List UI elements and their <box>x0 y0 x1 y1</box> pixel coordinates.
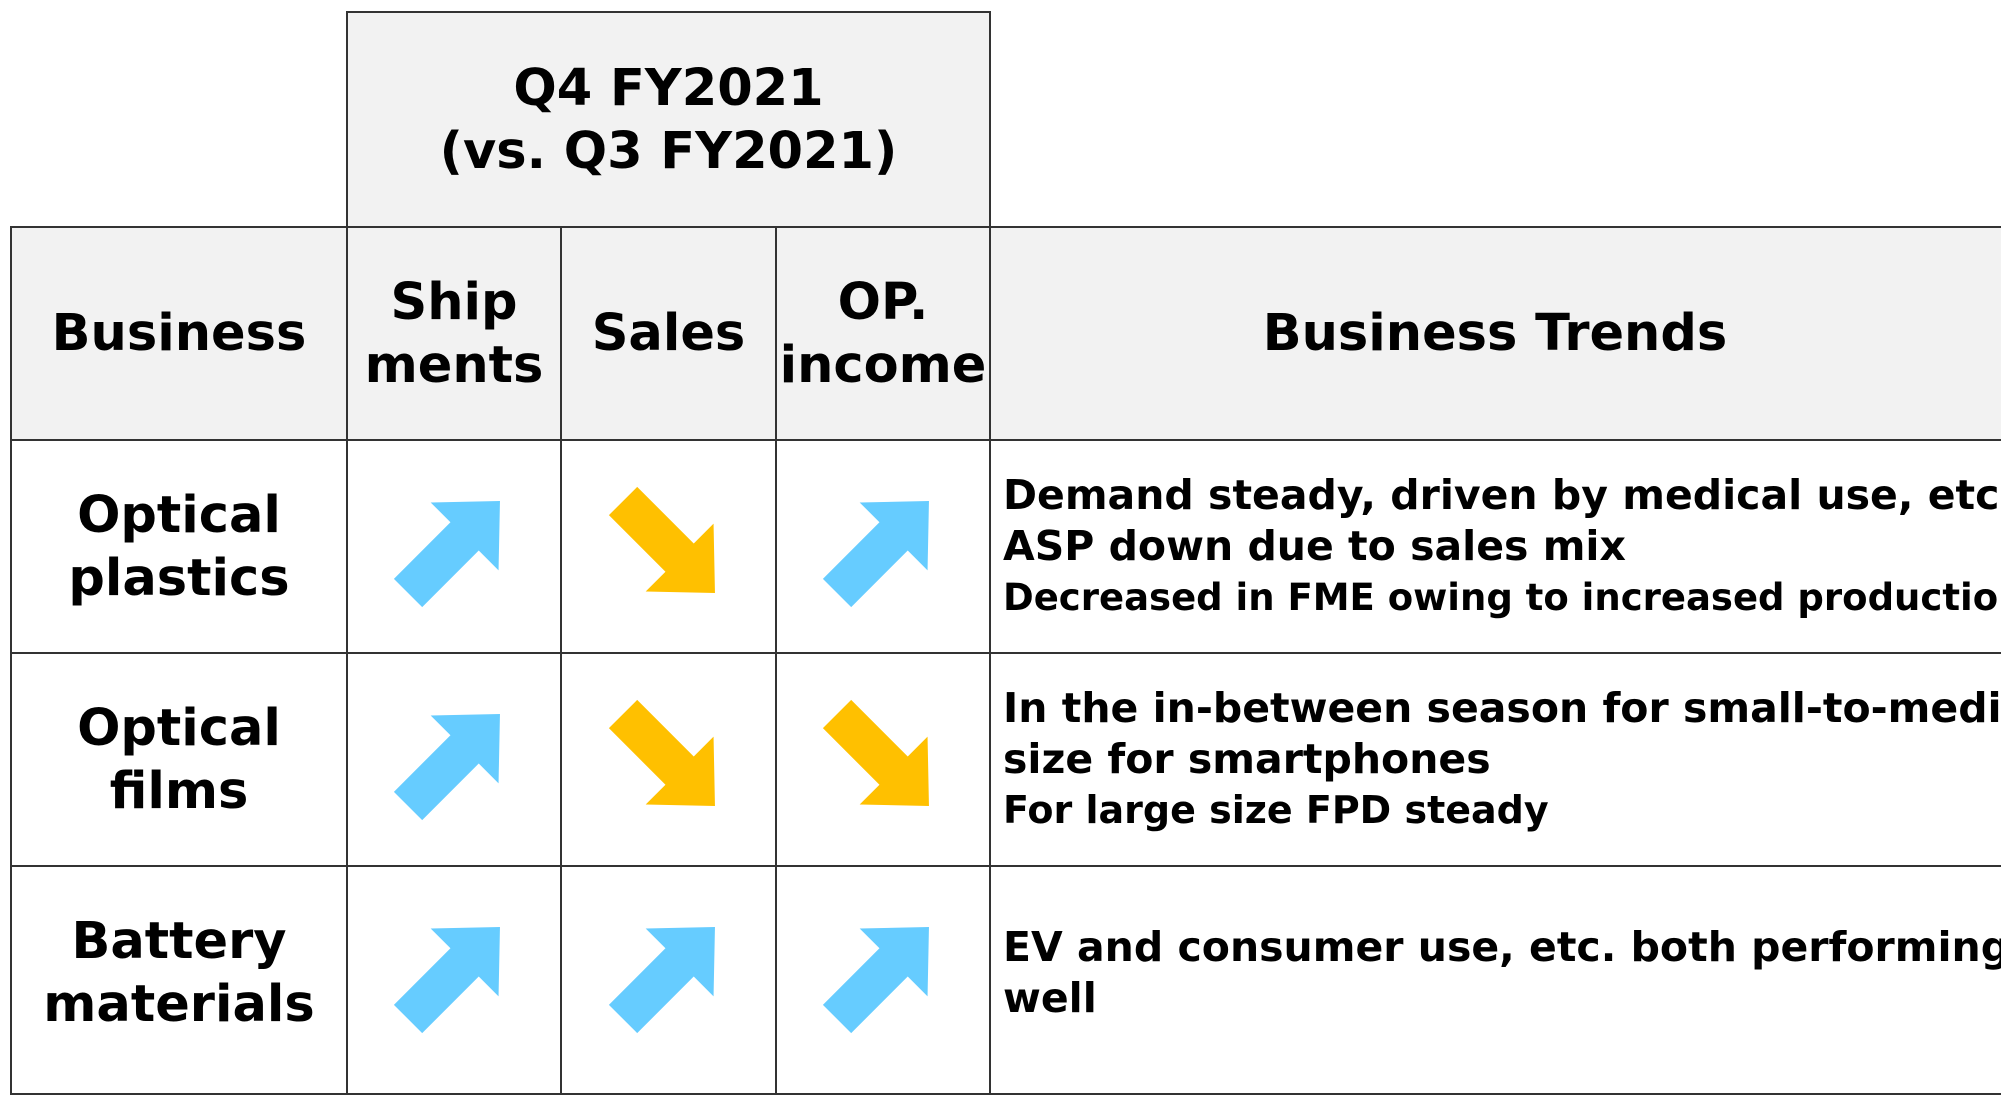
trend-line: In the in-between season for small-to-me… <box>1003 684 2001 732</box>
up-arrow <box>384 902 524 1043</box>
arrow-cell <box>775 865 991 1095</box>
trend-line: ASP down due to sales mix <box>1003 522 1626 570</box>
trend-line: well <box>1003 973 1097 1022</box>
period: Q4 FY2021 <box>513 58 824 118</box>
trends: In the in-between season for small-to-me… <box>989 652 2001 867</box>
up-arrow <box>384 476 524 617</box>
arrow-cell <box>346 652 562 867</box>
down-arrow <box>598 476 739 617</box>
column-header: Business <box>10 226 348 441</box>
column-header: Business Trends <box>989 226 2001 441</box>
trend-line: Demand steady, driven by medical use, et… <box>1003 471 2001 519</box>
up-arrow <box>813 902 953 1043</box>
down-arrow <box>598 689 739 830</box>
business: Battery materials <box>10 865 348 1095</box>
arrow-cell <box>346 865 562 1095</box>
trend-line: For large size FPD steady <box>1003 788 1549 832</box>
trend-line: size for smartphones <box>1003 735 1491 783</box>
arrow-cell <box>560 439 777 654</box>
trend-line: Decreased in FME owing to increased prod… <box>1003 576 2001 619</box>
arrow-cell <box>346 439 562 654</box>
arrow-cell <box>560 652 777 867</box>
arrow-cell <box>775 652 991 867</box>
up-arrow <box>384 689 524 830</box>
column-header: OP. income <box>775 226 991 441</box>
arrow-cell <box>560 865 777 1095</box>
trends: EV and consumer use, etc. both performin… <box>989 865 2001 1095</box>
business: Optical films <box>10 652 348 867</box>
business: Optical plastics <box>10 439 348 654</box>
trend-line: EV and consumer use, etc. both performin… <box>1003 922 2001 971</box>
trends: Demand steady, driven by medical use, et… <box>989 439 2001 654</box>
arrow-cell <box>775 439 991 654</box>
column-header: Sales <box>560 226 777 441</box>
comparison: (vs. Q3 FY2021) <box>439 121 898 181</box>
up-arrow <box>813 476 953 617</box>
up-arrow <box>598 902 739 1043</box>
period-header: Q4 FY2021 (vs. Q3 FY2021) <box>346 11 991 228</box>
down-arrow <box>813 689 953 830</box>
column-header: Ship ments <box>346 226 562 441</box>
